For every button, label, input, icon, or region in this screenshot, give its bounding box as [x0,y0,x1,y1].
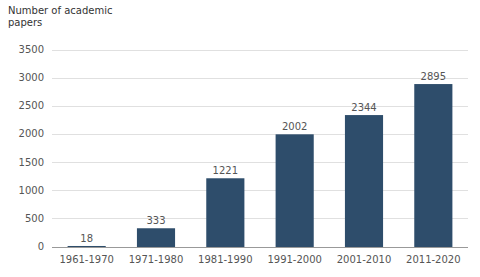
grid-line [52,106,468,107]
bar [345,115,383,247]
chart-container: 0 500 1000 1500 2000 2500 3000 3500 18 333 1221 200… [0,0,480,277]
data-labels: 18 333 1221 2002 2344 2895 [80,71,446,244]
x-tick-label: 2011-2020 [406,254,461,265]
bar [137,228,175,247]
data-label: 2002 [282,121,307,132]
y-tick-label: 0 [38,241,44,252]
y-tick-label: 3000 [19,72,44,83]
y-axis-label: Number of academicpapers [8,5,112,28]
y-grid [52,50,468,247]
y-tick-label: 3500 [19,44,44,55]
bar [414,84,452,247]
grid-line [52,190,468,191]
data-label: 2344 [351,102,376,113]
grid-line [52,247,468,248]
x-tick-label: 1971-1980 [129,254,184,265]
data-label: 18 [80,233,93,244]
bar [206,178,244,247]
x-axis-line [52,247,468,248]
y-tick-label: 1000 [19,185,44,196]
y-tick-label: 1500 [19,157,44,168]
data-label: 333 [146,215,165,226]
bar [276,134,314,247]
data-label: 1221 [213,165,238,176]
y-axis: 0 500 1000 1500 2000 2500 3000 3500 [19,44,44,252]
grid-line [52,134,468,135]
grid-line [52,78,468,79]
y-tick-label: 2500 [19,100,44,111]
x-axis: 1961-1970 1971-1980 1981-1990 1991-2000 2001… [52,247,468,265]
x-tick-label: 1991-2000 [267,254,322,265]
grid-line [52,162,468,163]
bars [68,84,453,247]
y-tick-label: 2000 [19,128,44,139]
x-tick-label: 2001-2010 [337,254,392,265]
y-tick-label: 500 [25,213,44,224]
chart: 0 500 1000 1500 2000 2500 3000 3500 18 333 1221 200… [0,0,480,277]
x-tick-label: 1981-1990 [198,254,253,265]
grid-line [52,218,468,219]
x-tick-label: 1961-1970 [59,254,114,265]
grid-line [52,50,468,51]
data-label: 2895 [421,71,446,82]
